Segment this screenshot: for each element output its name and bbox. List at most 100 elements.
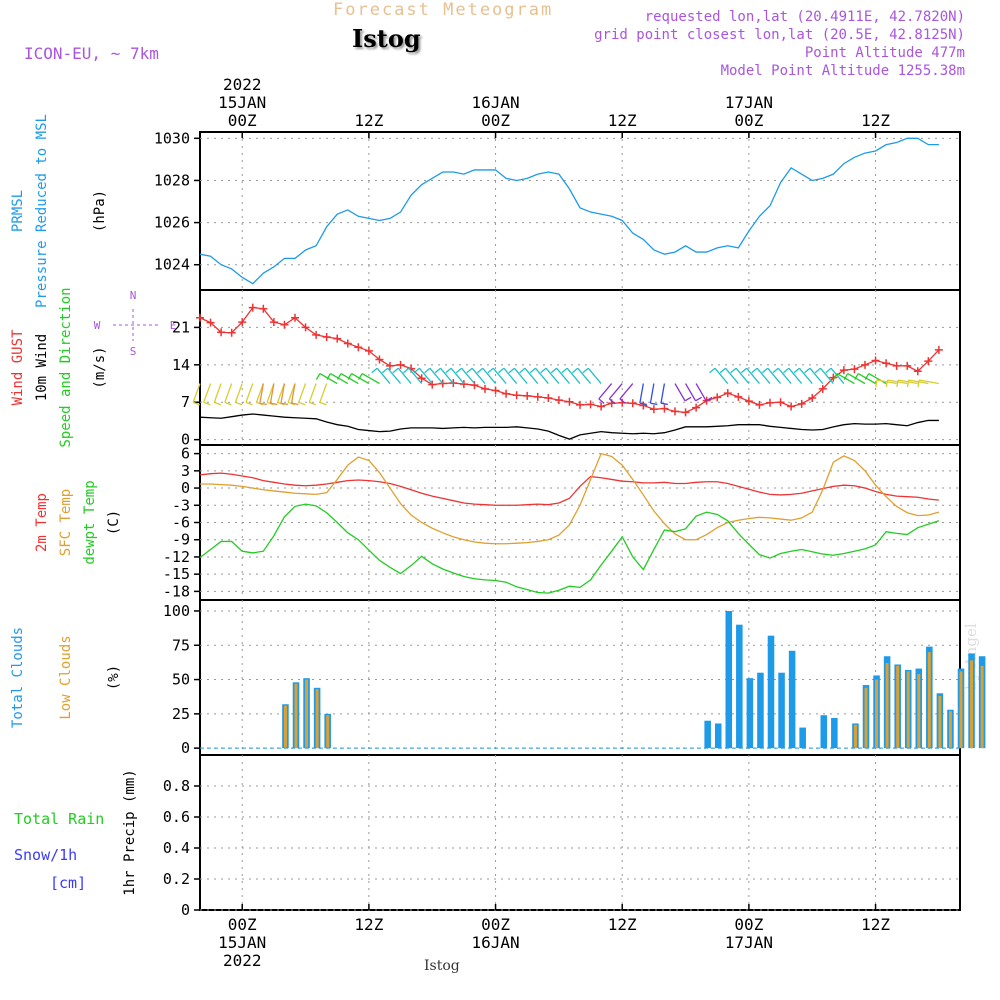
temperature-series-1 [200,452,940,545]
gust-marker [312,330,321,339]
wind-ylabel: Wind GUST [10,329,26,405]
wind-barb [319,383,328,406]
wind-ytick-label: 0 [181,431,190,449]
wind-barb [783,367,803,384]
gust-marker [533,392,542,401]
clouds-bar-0 [736,624,743,749]
clouds-ylabel: Total Clouds [10,627,26,728]
gust-marker [491,386,500,395]
gust-marker [787,402,796,411]
wind-barb [445,367,465,384]
gust-marker [375,355,384,364]
pressure-frame [199,131,961,291]
temperature-ylabel: SFC Temp [58,489,74,556]
wind-barb [403,367,423,384]
precip-ytick-label: 0.8 [163,777,190,795]
wind-barb [466,367,486,384]
gust-marker [280,320,289,329]
clouds-ytick-label: 75 [172,636,190,654]
wind-barb [561,367,581,384]
clouds-bar-1 [864,687,868,749]
bottom-time-label: 12Z [608,915,637,934]
temperature-ytick-label: -6 [172,514,190,532]
clouds-bar-1 [315,689,319,749]
wind-barb [674,383,692,402]
compass-east: E [170,319,177,332]
gust-marker [776,398,785,407]
gust-marker [386,361,394,370]
gust-marker [639,401,648,410]
bottom-time-label: 12Z [354,915,383,934]
model-altitude: Model Point Altitude 1255.38m [720,63,965,79]
gust-marker [839,366,848,375]
wind-ylabel: (m/s) [92,346,108,388]
gust-marker [481,384,489,393]
gust-marker [322,333,331,342]
wind-barb [203,383,212,406]
bottom-time-label: 2022 [223,951,262,970]
wind-barb [619,383,634,404]
gust-marker [671,407,679,416]
temperature-ytick-label: 0 [181,479,190,497]
precip-ytick-label: 0.4 [163,839,190,857]
bottom-time-label: 15JAN [218,933,266,952]
gust-marker [692,403,701,412]
temperature-ytick-label: 3 [181,462,190,480]
wind-barb [761,367,782,384]
wind-barb [660,383,668,406]
wind-barb [234,383,243,406]
precip-frame [199,754,961,911]
wind-barb [695,383,713,402]
gust-marker [649,405,658,414]
top-time-label: 00Z [481,111,510,130]
wind-barb [371,367,391,384]
wind-barb [290,383,299,406]
gust-marker [861,360,869,369]
wind-barb [487,367,507,384]
gust-marker [269,318,278,327]
super-title: Forecast Meteogram [333,0,554,20]
gust-marker [343,339,352,348]
gust-marker [818,384,827,393]
gust-marker [227,328,236,337]
bottom-time-label: 17JAN [725,933,773,952]
gust-marker [892,361,901,370]
wind-barb [424,367,444,384]
pressure-ylabel: PRMSL [10,190,26,232]
wind-barb [833,372,855,385]
wind-series-1 [199,413,939,440]
clouds-ytick-label: 100 [163,602,190,620]
gust-marker [428,380,437,389]
gust-marker [829,373,838,382]
bottom-time-label: 16JAN [471,933,519,952]
clouds-bar-0 [767,635,775,749]
footer-station-label: Istog [424,958,460,974]
top-time-label: 12Z [608,111,637,130]
wind-barb [804,367,824,384]
wind-barb [608,383,623,404]
gust-marker [903,361,912,370]
gust-marker [766,398,774,407]
pressure-ylabel: (hPa) [92,190,108,232]
wind-barb [434,367,454,384]
clouds-ytick-label: 25 [172,705,190,723]
precip-ylabel: 1hr Precip (mm) [122,769,138,895]
pressure-ytick-label: 1028 [154,171,190,189]
bottom-time-label: 12Z [861,915,890,934]
pressure-ylabel: Pressure Reduced to MSL [34,114,50,308]
gust-marker [354,343,363,352]
wind-ytick-label: 14 [172,356,190,374]
top-time-label: 12Z [354,111,383,130]
temperature-series-0 [199,472,939,506]
clouds-bar-0 [788,650,796,749]
wind-barb [639,383,647,406]
clouds-bar-0 [757,672,764,749]
wind-barb [498,367,518,384]
gust-marker [259,304,268,313]
gust-marker [871,356,880,365]
clouds-ytick-label: 0 [181,739,190,757]
bottom-time-label: 00Z [228,915,257,934]
temperature-ytick-label: -15 [163,565,190,583]
bottom-time-label: 00Z [481,915,510,934]
wind-barb [245,383,254,406]
